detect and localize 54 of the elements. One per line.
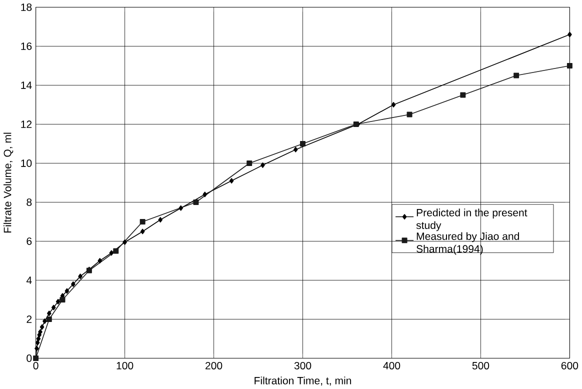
y-tick-label: 0: [26, 354, 32, 362]
y-tick-label: 8: [26, 198, 32, 206]
point: [300, 140, 306, 146]
point: [34, 346, 39, 352]
point: [40, 324, 44, 330]
point: [60, 296, 66, 302]
point: [229, 178, 234, 184]
point: [178, 205, 184, 211]
point: [35, 340, 40, 346]
point: [140, 218, 146, 224]
point: [293, 146, 298, 152]
point: [64, 288, 70, 294]
point: [391, 102, 396, 108]
x-tick-label: 100: [116, 362, 134, 370]
x-tick-label: 400: [383, 362, 400, 370]
point: [353, 121, 359, 127]
y-tick-label: 2: [26, 315, 32, 323]
y-tick-label: 10: [21, 159, 32, 167]
point: [78, 274, 82, 280]
point: [140, 228, 145, 234]
point: [113, 248, 119, 254]
point: [246, 160, 252, 166]
y-tick-label: 14: [21, 82, 32, 89]
point: [460, 92, 466, 98]
x-tick-label: 500: [472, 362, 490, 370]
y-tick-label: 16: [21, 42, 32, 50]
y-tick-label: 4: [26, 276, 32, 284]
point: [46, 310, 52, 316]
point: [36, 336, 41, 342]
point: [122, 239, 127, 245]
point: [568, 32, 572, 38]
point: [98, 258, 102, 264]
point: [42, 318, 47, 324]
point: [514, 72, 520, 78]
point: [56, 298, 60, 304]
point: [51, 304, 56, 310]
point: [406, 112, 412, 118]
y-tick-label: 6: [26, 237, 32, 245]
point: [566, 62, 572, 68]
point: [193, 199, 199, 205]
x-tick-label: 0: [33, 362, 38, 370]
point: [109, 250, 114, 256]
x-tick-label: 200: [206, 362, 222, 370]
point: [202, 192, 208, 198]
y-tick-label: 12: [21, 120, 32, 128]
x-tick-label: 300: [294, 362, 312, 370]
y-tick-label: 18: [21, 3, 32, 11]
point: [260, 162, 265, 168]
x-axis-title: Filtration Time, t, min: [254, 376, 352, 386]
y-axis-title: Filtrate Volume, Q, ml: [4, 132, 14, 232]
point: [46, 316, 52, 322]
point: [158, 216, 163, 222]
x-tick-label: 600: [561, 362, 578, 370]
point: [71, 281, 76, 287]
